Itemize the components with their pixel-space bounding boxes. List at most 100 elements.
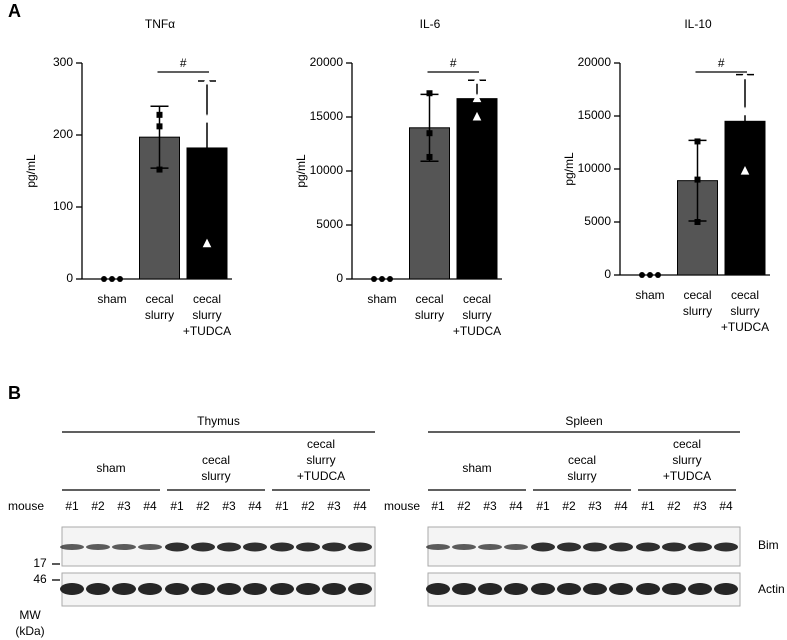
band bbox=[60, 544, 84, 550]
point bbox=[426, 153, 433, 160]
y-tick-label: 15000 bbox=[310, 109, 344, 123]
panel-label: A bbox=[8, 1, 21, 21]
group-label: cecal slurry bbox=[567, 453, 596, 483]
band bbox=[531, 583, 555, 595]
band bbox=[688, 542, 712, 552]
point bbox=[472, 93, 482, 103]
band bbox=[348, 583, 372, 595]
band bbox=[60, 583, 84, 595]
chart-title: TNFα bbox=[145, 17, 175, 31]
mw-marker: 46 bbox=[33, 572, 47, 586]
x-tick-label: cecal slurry +TUDCA bbox=[453, 292, 501, 338]
lane-label: #3 bbox=[222, 499, 236, 513]
point bbox=[156, 111, 163, 118]
band bbox=[478, 544, 502, 550]
lane-label: #2 bbox=[562, 499, 576, 513]
point bbox=[740, 106, 750, 116]
point bbox=[655, 272, 661, 278]
point bbox=[694, 138, 701, 145]
group-label: sham bbox=[462, 461, 491, 475]
point bbox=[639, 272, 645, 278]
lane-label: #1 bbox=[170, 499, 184, 513]
band bbox=[112, 544, 136, 550]
point bbox=[472, 75, 482, 84]
band bbox=[191, 542, 215, 552]
y-tick-label: 100 bbox=[53, 199, 73, 213]
x-tick-label: sham bbox=[635, 288, 664, 302]
mw-label: MW (kDa) bbox=[15, 608, 44, 638]
y-tick-label: 10000 bbox=[578, 161, 612, 175]
bar bbox=[456, 98, 498, 280]
annotation: # bbox=[718, 56, 725, 70]
y-tick-label: 0 bbox=[336, 271, 343, 285]
band bbox=[583, 542, 607, 552]
y-tick-label: 5000 bbox=[584, 214, 611, 228]
y-tick-label: 5000 bbox=[316, 217, 343, 231]
x-tick-label: sham bbox=[367, 292, 396, 306]
band bbox=[636, 542, 660, 552]
row-label: mouse bbox=[384, 499, 420, 513]
band bbox=[609, 583, 633, 595]
lane-label: #3 bbox=[117, 499, 131, 513]
band bbox=[138, 583, 162, 595]
band bbox=[714, 542, 738, 552]
lane-label: #3 bbox=[327, 499, 341, 513]
band bbox=[583, 583, 607, 595]
y-tick-label: 200 bbox=[53, 127, 73, 141]
band bbox=[296, 583, 320, 595]
band bbox=[504, 583, 528, 595]
y-tick-label: 20000 bbox=[578, 55, 612, 69]
point bbox=[694, 219, 701, 225]
band bbox=[270, 583, 294, 595]
group-label: cecal slurry +TUDCA bbox=[663, 437, 711, 483]
band bbox=[165, 583, 189, 595]
lane-label: #2 bbox=[457, 499, 471, 513]
band bbox=[688, 583, 712, 595]
y-tick-label: 300 bbox=[53, 55, 73, 69]
group-label: sham bbox=[96, 461, 125, 475]
y-tick-label: 0 bbox=[604, 267, 611, 281]
band bbox=[557, 542, 581, 552]
lane-label: #3 bbox=[693, 499, 707, 513]
y-axis-label: pg/mL bbox=[24, 154, 38, 188]
annotation: # bbox=[180, 56, 187, 70]
lane-label: #2 bbox=[667, 499, 681, 513]
y-tick-label: 20000 bbox=[310, 55, 344, 69]
point bbox=[740, 70, 750, 80]
band bbox=[478, 583, 502, 595]
x-tick-label: cecal slurry bbox=[145, 292, 174, 322]
point bbox=[202, 114, 212, 123]
point bbox=[202, 238, 212, 248]
lane-label: #1 bbox=[65, 499, 79, 513]
point bbox=[426, 130, 433, 137]
point bbox=[740, 166, 750, 175]
band bbox=[636, 583, 660, 595]
band bbox=[557, 583, 581, 595]
point bbox=[387, 276, 393, 282]
tissue-label: Spleen bbox=[565, 414, 602, 428]
row-label: mouse bbox=[8, 499, 44, 513]
chart-title: IL-6 bbox=[420, 17, 441, 31]
band bbox=[86, 544, 110, 550]
band bbox=[452, 583, 476, 595]
band bbox=[504, 544, 528, 550]
lane-label: #4 bbox=[248, 499, 262, 513]
lane-label: #3 bbox=[588, 499, 602, 513]
lane-label: #4 bbox=[353, 499, 367, 513]
band bbox=[243, 583, 267, 595]
y-tick-label: 10000 bbox=[310, 163, 344, 177]
panel-label: B bbox=[8, 383, 21, 403]
band bbox=[714, 583, 738, 595]
x-tick-label: cecal slurry +TUDCA bbox=[183, 292, 231, 338]
lane-label: #1 bbox=[536, 499, 550, 513]
point bbox=[117, 276, 123, 282]
annotation: # bbox=[450, 56, 457, 70]
band bbox=[270, 542, 294, 552]
band bbox=[138, 544, 162, 550]
y-axis-label: pg/mL bbox=[294, 154, 308, 188]
y-tick-label: 0 bbox=[66, 271, 73, 285]
point bbox=[371, 276, 377, 282]
lane-label: #4 bbox=[143, 499, 157, 513]
chart-title: IL-10 bbox=[684, 17, 712, 31]
point bbox=[694, 176, 701, 183]
